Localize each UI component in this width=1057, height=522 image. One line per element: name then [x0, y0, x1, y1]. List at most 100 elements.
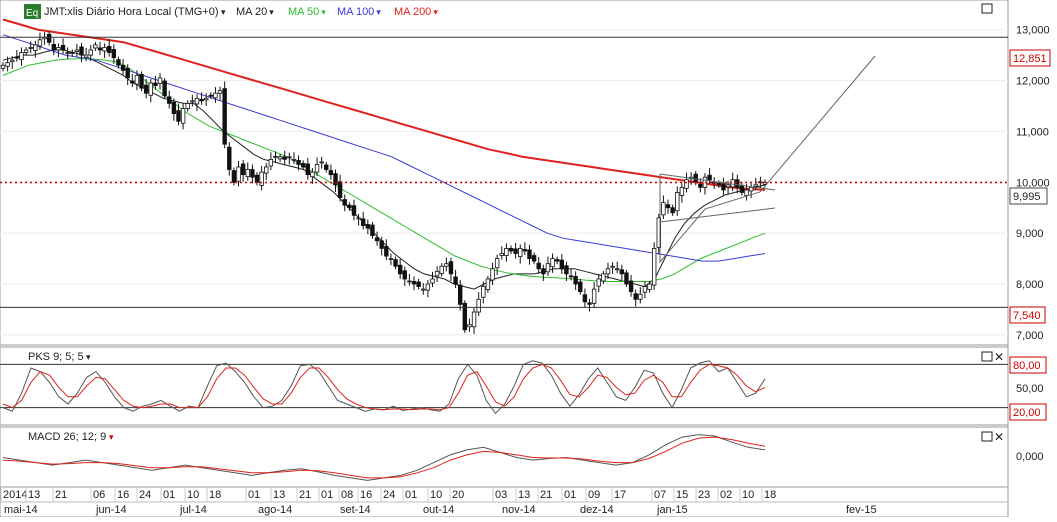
- x-day-tick: 21: [299, 489, 311, 501]
- macd-title[interactable]: MACD 26; 12; 9: [28, 431, 106, 443]
- candle-body: [513, 248, 518, 254]
- x-month-tick: nov-14: [502, 504, 536, 516]
- x-month-tick: jul-14: [179, 504, 207, 516]
- legend-ma-100[interactable]: MA 100: [337, 6, 374, 18]
- candle-body: [282, 156, 287, 160]
- candle-body: [665, 204, 671, 209]
- candle-body: [721, 183, 726, 191]
- candle-body: [587, 302, 592, 305]
- x-day-tick: 01: [564, 489, 576, 501]
- candle-body: [679, 186, 685, 196]
- legend-ma-50[interactable]: MA 50: [288, 6, 319, 18]
- triangle-lower-line[interactable]: [659, 207, 776, 223]
- x-month-tick: set-14: [340, 504, 371, 516]
- candle-body: [273, 155, 278, 158]
- bottom-line-badge-value: 7,540: [1013, 310, 1041, 322]
- ma-200-line: [2, 18, 766, 191]
- x-day-tick: 13: [518, 489, 530, 501]
- pks-series: [0, 360, 1008, 415]
- projection-trendline[interactable]: [659, 55, 876, 264]
- macd-close-icon[interactable]: ✕: [994, 430, 1004, 444]
- moving-average-lines: [2, 18, 766, 290]
- pks-80-badge-value: 80,00: [1013, 360, 1041, 372]
- candle-body: [753, 184, 758, 187]
- pks-title[interactable]: PKS 9; 5; 5: [28, 351, 84, 363]
- candle-body: [518, 248, 523, 257]
- bottom-line-badge: [1009, 306, 1046, 324]
- candle-body: [536, 262, 541, 270]
- candle-body: [342, 199, 347, 206]
- candle-body: [148, 82, 153, 96]
- candle-body: [5, 62, 10, 67]
- candle-body: [744, 189, 749, 196]
- candle-body: [259, 171, 264, 186]
- candle-body: [444, 263, 449, 267]
- candle-body: [564, 265, 569, 275]
- maximize-icon[interactable]: [981, 3, 993, 14]
- symbol-dropdown-icon[interactable]: ▾: [221, 7, 226, 17]
- candle-body: [65, 52, 70, 54]
- candle-body: [28, 47, 33, 49]
- candle-body: [277, 156, 283, 160]
- candle-body: [591, 288, 597, 304]
- candle-body: [730, 179, 735, 188]
- x-day-tick: 13: [273, 489, 285, 501]
- candle-body: [725, 184, 731, 188]
- legend-ma-20[interactable]: MA 20: [236, 6, 267, 18]
- x-day-tick: 17: [614, 489, 626, 501]
- candle-body: [134, 75, 140, 85]
- candle-body: [157, 77, 163, 84]
- triangle-upper-line[interactable]: [659, 173, 776, 191]
- candle-body: [194, 97, 200, 105]
- legend-dropdown-icon[interactable]: ▾: [321, 7, 326, 17]
- candle-body: [199, 98, 204, 102]
- candle-body: [384, 245, 389, 257]
- candle-body: [125, 67, 130, 79]
- legend-ma-200[interactable]: MA 200: [394, 6, 431, 18]
- candle-body: [578, 281, 583, 293]
- price-y-tick: 10,000: [1016, 177, 1050, 189]
- pks-maximize-icon[interactable]: [981, 351, 993, 362]
- x-day-tick: 24: [383, 489, 395, 501]
- pks-20-badge-value: 20,00: [1013, 407, 1041, 419]
- macd-dropdown-icon[interactable]: ▾: [109, 432, 114, 442]
- macd-maximize-icon[interactable]: [981, 431, 993, 442]
- candle-body: [568, 275, 574, 278]
- candle-body: [633, 293, 638, 300]
- pks-close-icon[interactable]: ✕: [994, 350, 1004, 364]
- x-day-tick: 21: [55, 489, 67, 501]
- legend-dropdown-icon[interactable]: ▾: [433, 7, 438, 17]
- eq-badge[interactable]: [24, 4, 41, 19]
- candle-body: [180, 108, 186, 124]
- ma-50-line: [2, 58, 766, 282]
- candle-body: [476, 298, 481, 313]
- candle-body: [554, 259, 560, 262]
- candle-body: [402, 270, 407, 280]
- candle-body: [116, 59, 121, 66]
- candle-body: [374, 237, 380, 242]
- legend-dropdown-icon[interactable]: ▾: [376, 7, 381, 17]
- candle-body: [19, 52, 24, 61]
- candle-body: [425, 283, 431, 291]
- candle-body: [619, 269, 625, 275]
- candle-body: [351, 205, 357, 216]
- candle-body: [716, 182, 722, 186]
- last-price-badge: [1009, 187, 1048, 205]
- candle-body: [296, 159, 301, 165]
- candle-body: [610, 265, 615, 268]
- candle-body: [471, 311, 477, 328]
- candle-body: [453, 276, 458, 285]
- symbol-title[interactable]: JMT:xlis Diário Hora Local (TMG+0): [44, 6, 219, 18]
- legend-dropdown-icon[interactable]: ▾: [269, 7, 274, 17]
- candle-body: [481, 286, 486, 298]
- candle-body: [111, 49, 117, 59]
- candle-body: [240, 163, 246, 176]
- candle-body: [14, 56, 20, 59]
- candle-body: [448, 261, 454, 275]
- x-day-tick: 20: [452, 489, 464, 501]
- candle-body: [33, 44, 38, 51]
- pks-dropdown-icon[interactable]: ▾: [86, 352, 91, 362]
- x-day-tick: 2014: [3, 489, 27, 501]
- candle-body: [60, 45, 66, 51]
